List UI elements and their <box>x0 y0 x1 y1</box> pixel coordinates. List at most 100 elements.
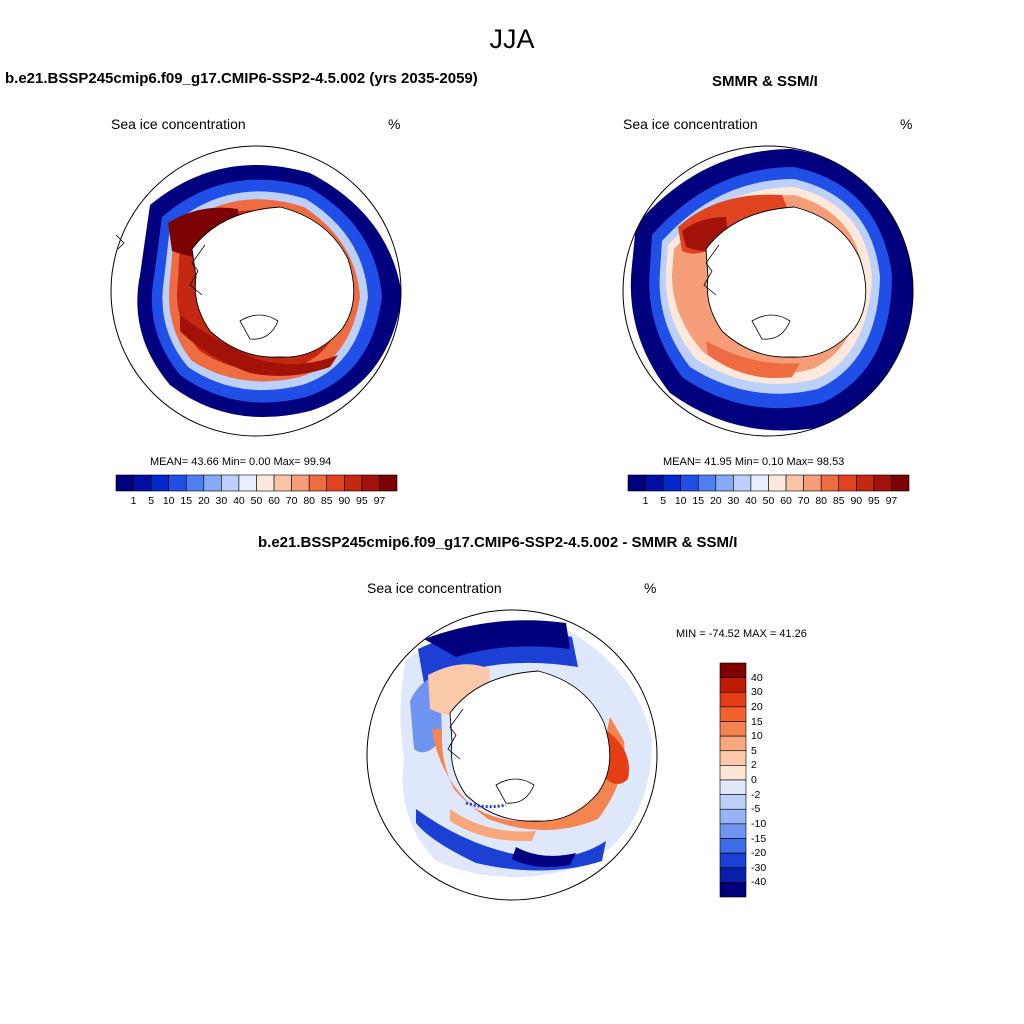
colorbar-diff-tick-label: 30 <box>751 686 763 699</box>
colorbar-model-cell <box>185 474 205 492</box>
colorbar-obs-cell <box>803 474 822 492</box>
colorbar-diff-cell <box>719 765 747 781</box>
panel3-stats: MIN = -74.52 MAX = 41.26 <box>676 628 807 640</box>
season-title: JJA <box>489 24 535 54</box>
colorbar-model-tick-label: 95 <box>356 495 368 507</box>
colorbar-obs-cell <box>680 474 699 492</box>
colorbar-obs-cell <box>856 474 875 492</box>
colorbar-diff-cell <box>719 677 747 693</box>
colorbar-model-tick-label: 60 <box>268 495 280 507</box>
colorbar-model-tick-label: 85 <box>320 495 333 507</box>
observed-ice-map <box>622 145 914 437</box>
colorbar-diff-cell <box>719 721 747 737</box>
panel2-variable: Sea ice concentration <box>623 116 758 132</box>
colorbar-obs-tick-label: 85 <box>832 495 845 507</box>
colorbar-obs-tick-label: 15 <box>692 495 705 507</box>
colorbar-diff-tick-label: 5 <box>751 744 757 757</box>
model-ice-map <box>110 145 402 437</box>
colorbar-model-cell <box>308 474 328 492</box>
panel1-stats: MEAN= 43.66 Min= 0.00 Max= 99.94 <box>150 456 332 468</box>
colorbar-diff-cell <box>719 691 747 708</box>
colorbar-diff-tick-label: 40 <box>751 671 763 684</box>
colorbar-diff-cell <box>719 823 747 839</box>
colorbar-obs-tick-label: 95 <box>868 495 880 507</box>
colorbar-diff-tick-label: -20 <box>751 847 767 860</box>
colorbar-model-tick-label: 70 <box>285 495 298 507</box>
colorbar-diff-cell <box>719 706 747 722</box>
colorbar-model-cell <box>115 474 134 492</box>
colorbar-obs-tick-label: 20 <box>709 495 722 507</box>
panel2-units: % <box>900 116 913 132</box>
colorbar-model-cell <box>291 474 310 492</box>
colorbar-model-cell <box>150 474 169 492</box>
colorbar-obs-tick-label: 1 <box>642 495 649 507</box>
colorbar-model-cell <box>256 474 275 492</box>
colorbar-diff-tick-label: -15 <box>751 832 767 845</box>
colorbar-model-tick-label: 10 <box>162 495 175 507</box>
colorbar-model: 1 5 10 15 20 30 40 50 60 70 80 85 90 95 97 <box>115 474 398 515</box>
colorbar-diff-cell <box>719 852 747 869</box>
colorbar-obs-cell <box>820 474 840 492</box>
colorbar-obs-cell <box>645 474 664 492</box>
colorbar-diff-tick-label: -2 <box>751 788 761 801</box>
colorbar-model-cell <box>326 474 345 492</box>
colorbar-model-cell <box>379 474 398 492</box>
colorbar-obs-tick-label: 97 <box>885 495 898 507</box>
colorbar-diff-tick-label: -40 <box>751 876 767 889</box>
colorbar-model-tick-label: 97 <box>373 495 386 507</box>
colorbar-obs-cell <box>733 474 752 492</box>
colorbar-obs-cell <box>715 474 734 492</box>
colorbar-obs-cell <box>891 474 910 492</box>
colorbar-model-tick-label: 80 <box>303 495 316 507</box>
panel2-stats: MEAN= 41.95 Min= 0.10 Max= 98.53 <box>663 456 845 468</box>
colorbar-diff-tick-label: 10 <box>751 730 763 743</box>
colorbar-diff-tick-label: 15 <box>751 715 763 728</box>
colorbar-diff-tick-label: 0 <box>751 774 757 786</box>
difference-ice-map <box>366 609 658 901</box>
colorbar-obs-cell <box>785 474 804 492</box>
panel1-title: b.e21.BSSP245cmip6.f09_g17.CMIP6-SSP2-4.… <box>5 70 478 87</box>
panel3-title: b.e21.BSSP245cmip6.f09_g17.CMIP6-SSP2-4.… <box>258 534 738 551</box>
panel3-variable: Sea ice concentration <box>367 580 502 596</box>
colorbar-diff-cell <box>719 662 747 678</box>
colorbar-model-cell <box>238 474 257 492</box>
panel3-units: % <box>644 580 657 596</box>
colorbar-obs: 1 5 10 15 20 30 40 50 60 70 80 85 90 95 97 <box>627 474 910 515</box>
colorbar-diff-cell <box>719 882 747 898</box>
colorbar-model-tick-label: 5 <box>148 495 155 507</box>
colorbar-model-cells <box>115 474 398 492</box>
colorbar-diff-cell <box>719 808 747 825</box>
colorbar-model-cell <box>203 474 222 492</box>
colorbar-diff-cell <box>719 838 747 854</box>
colorbar-model-tick-label: 40 <box>233 495 245 507</box>
colorbar-obs-cell <box>750 474 769 492</box>
colorbar-obs-cell <box>627 474 646 492</box>
colorbar-model-cell <box>344 474 363 492</box>
colorbar-diff-cells <box>719 662 747 898</box>
colorbar-obs-tick-label: 30 <box>727 495 740 507</box>
colorbar-obs-tick-label: 10 <box>674 495 687 507</box>
colorbar-obs-tick-label: 80 <box>815 495 828 507</box>
colorbar-diff-tick-label: -30 <box>751 861 767 874</box>
colorbar-diff-tick-label: -5 <box>751 803 761 816</box>
panel1-units: % <box>388 116 401 132</box>
colorbar-model-cell <box>133 474 152 492</box>
panel2-title: SMMR & SSM/I <box>712 73 818 90</box>
colorbar-model-cell <box>221 474 240 492</box>
colorbar-obs-cell <box>873 474 892 492</box>
colorbar-diff-cell <box>719 750 747 766</box>
colorbar-diff: 40 30 20 15 10 5 2 0 -2 -5 -10 -15 -20 -30 -40 <box>719 662 780 898</box>
colorbar-model-cell <box>361 474 380 492</box>
colorbar-diff-cell <box>719 794 747 810</box>
colorbar-obs-cell <box>768 474 787 492</box>
colorbar-model-cell <box>168 474 187 492</box>
colorbar-model-tick-label: 1 <box>130 495 137 507</box>
panel1-variable: Sea ice concentration <box>111 116 246 132</box>
colorbar-obs-tick-label: 5 <box>660 495 667 507</box>
colorbar-model-tick-label: 90 <box>338 495 351 507</box>
colorbar-diff-tick-label: 2 <box>751 759 757 772</box>
colorbar-obs-tick-label: 40 <box>745 495 757 507</box>
colorbar-diff-cell <box>719 735 747 752</box>
colorbar-model-tick-label: 30 <box>215 495 228 507</box>
colorbar-obs-tick-label: 90 <box>850 495 863 507</box>
